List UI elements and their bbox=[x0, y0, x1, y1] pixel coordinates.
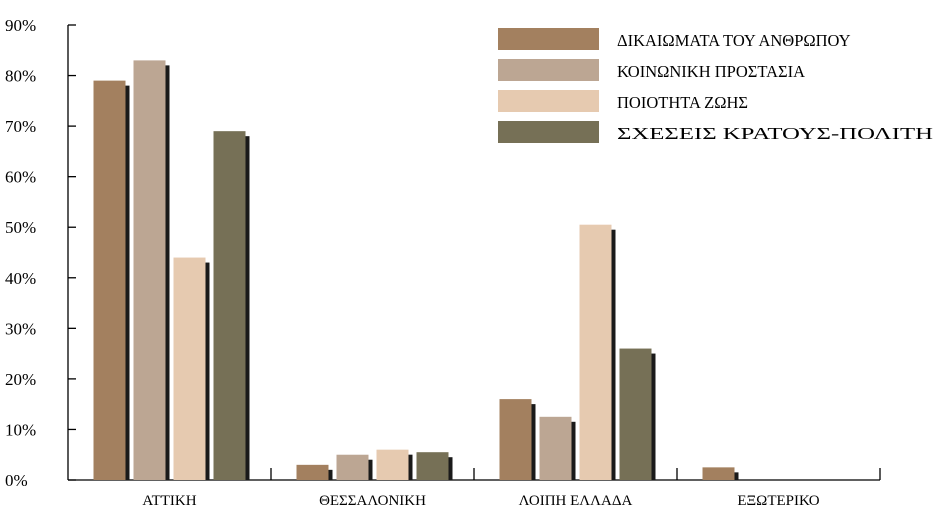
legend-swatch bbox=[498, 59, 599, 81]
legend-label: ΔΙΚΑΙΩΜΑΤΑ ΤΟΥ ΑΝΘΡΩΠΟΥ bbox=[617, 31, 851, 50]
x-category-label: ΕΞΩΤΕΡΙΚΟ bbox=[737, 493, 819, 509]
x-category-label: ΛΟΙΠΗ ΕΛΛΑΔΑ bbox=[519, 493, 633, 509]
y-tick-label: 10% bbox=[5, 420, 36, 439]
bar bbox=[416, 452, 449, 480]
y-tick-label: 70% bbox=[5, 117, 36, 136]
legend-swatch bbox=[498, 121, 599, 143]
bar bbox=[296, 464, 329, 480]
y-tick-label: 30% bbox=[5, 319, 36, 338]
y-tick-label: 20% bbox=[5, 370, 36, 389]
x-category-label: ΑΤΤΙΚΗ bbox=[142, 493, 196, 509]
bar bbox=[579, 224, 612, 480]
legend: ΔΙΚΑΙΩΜΑΤΑ ΤΟΥ ΑΝΘΡΩΠΟΥ ΚΟΙΝΩΝΙΚΗ ΠΡΟΣΤΑΣ… bbox=[498, 28, 933, 143]
legend-label: ΠΟΙΟΤΗΤΑ ΖΩΗΣ bbox=[617, 93, 748, 112]
legend-swatch bbox=[498, 90, 599, 112]
y-tick-label: 90% bbox=[5, 16, 36, 35]
bar bbox=[619, 348, 652, 480]
y-axis: 0% 10% 20% 30% 40% 50% 60% 70% 80% 90% bbox=[5, 16, 76, 490]
legend-swatch bbox=[498, 28, 599, 50]
bar bbox=[336, 454, 369, 480]
bars bbox=[93, 60, 739, 481]
bar bbox=[702, 467, 735, 480]
y-tick-label: 60% bbox=[5, 168, 36, 187]
bar bbox=[539, 416, 572, 480]
y-tick-label: 80% bbox=[5, 67, 36, 86]
y-tick-label: 0% bbox=[5, 471, 28, 490]
bar bbox=[173, 257, 206, 480]
y-tick-label: 50% bbox=[5, 218, 36, 237]
bar bbox=[376, 449, 409, 480]
bar bbox=[133, 60, 166, 481]
y-tick-label: 40% bbox=[5, 269, 36, 288]
bar bbox=[213, 131, 246, 480]
legend-label: ΣΧΕΣΕΙΣ ΚΡΑΤΟΥΣ-ΠΟΛΙΤΗ bbox=[617, 124, 933, 143]
bar bbox=[93, 80, 126, 480]
x-category-label: ΘΕΣΣΑΛΟΝΙΚΗ bbox=[319, 493, 426, 509]
bar bbox=[499, 399, 532, 480]
legend-label: ΚΟΙΝΩΝΙΚΗ ΠΡΟΣΤΑΣΙΑ bbox=[617, 62, 805, 81]
